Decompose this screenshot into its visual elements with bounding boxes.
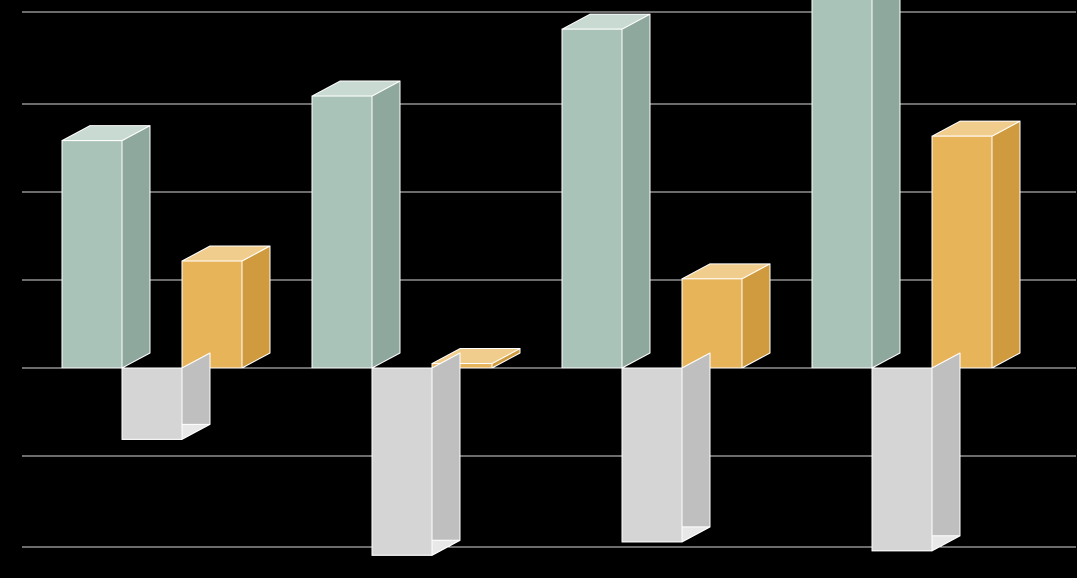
bar: [372, 353, 460, 555]
group-3: [562, 14, 770, 542]
bar: [62, 126, 150, 368]
bar: [682, 264, 770, 368]
bar: [182, 246, 270, 368]
bar: [122, 353, 210, 439]
bar: [812, 0, 900, 368]
group-1: [62, 126, 270, 440]
chart-stage: [0, 0, 1077, 578]
bar: [872, 353, 960, 551]
group-4: [812, 0, 1020, 551]
bar: [312, 81, 400, 368]
group-2: [312, 81, 520, 555]
bar: [932, 121, 1020, 368]
bar-chart-3d: [0, 0, 1077, 578]
bar: [562, 14, 650, 368]
bars: [62, 0, 1020, 555]
bar: [622, 353, 710, 542]
